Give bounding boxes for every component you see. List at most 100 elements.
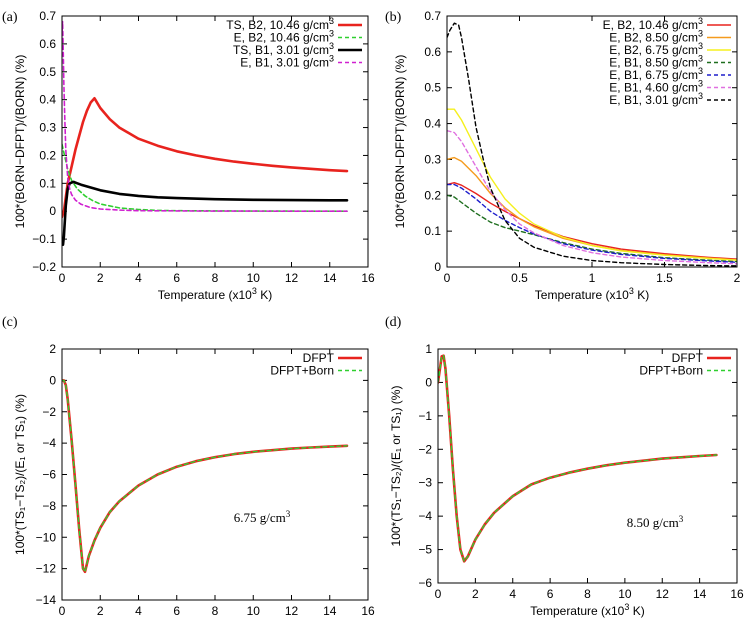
legend-label: E, B1, 6.75 g/cm3 [609, 66, 703, 82]
x-tick-label: 14 [323, 604, 337, 618]
x-tick-label: 14 [693, 587, 707, 601]
plot-frame [61, 348, 369, 601]
y-tick-label: −2 [42, 405, 56, 419]
y-tick-label: −0.2 [32, 260, 56, 274]
density-annotation: 8.50 g/cm3 [627, 514, 684, 530]
legend-label: DFPT+Born [639, 364, 703, 378]
series-line-5 [447, 183, 737, 263]
x-tick-label: 2 [734, 271, 741, 285]
x-tick-label: 12 [285, 604, 299, 618]
series-line-4 [447, 194, 737, 263]
y-tick-label: 0.6 [39, 37, 56, 51]
series-line-3 [62, 180, 349, 246]
panel-c: (c) 0 2 4 6 8 10 12 14 16 −14 −12 −10 −8 −6 −4 −2 0 2 DFPTD… [2, 315, 375, 618]
legend-label: E, B1, 3.01 g/cm3 [609, 91, 703, 107]
legend-label: E, B2, 10.46 g/cm3 [234, 29, 334, 45]
y-tick-label: 0 [425, 375, 432, 389]
series-line-1 [438, 354, 718, 563]
plot-frame [437, 348, 738, 584]
y-tick-label: −1 [418, 409, 432, 423]
x-tick-label: 1.5 [656, 271, 673, 285]
x-tick-label: 2 [97, 604, 104, 618]
y-tick-label: 0.1 [424, 224, 441, 238]
plot-frame [61, 15, 369, 268]
legend-label: E, B2, 8.50 g/cm3 [609, 29, 703, 45]
panel-d: (d) 0 2 4 6 8 10 12 14 16 −6 −5 −4 −3 −2 −1 0 1 DFPTDFPT+B… [385, 315, 744, 618]
series-line-7 [447, 22, 737, 267]
series-line-6 [447, 129, 737, 265]
y-tick-label: 0.5 [39, 65, 56, 79]
y-tick-label: 0.3 [424, 152, 441, 166]
legend-label: DFPT [303, 351, 335, 365]
x-tick-label: 6 [547, 587, 554, 601]
x-tick-label: 16 [361, 604, 375, 618]
x-tick-label: 2 [472, 587, 479, 601]
y-tick-label: 1 [425, 342, 432, 356]
y-tick-label: −12 [36, 562, 57, 576]
panel-label: (a) [2, 10, 18, 25]
y-tick-label: 0.4 [39, 93, 56, 107]
y-tick-label: 0.3 [39, 121, 56, 135]
series-group [62, 20, 349, 246]
y-tick-label: 0.6 [424, 45, 441, 59]
x-tick-label: 8 [212, 271, 219, 285]
legend-label: DFPT+Born [270, 364, 334, 378]
x-tick-label: 0.5 [511, 271, 528, 285]
density-annotation: 6.75 g/cm3 [234, 509, 291, 525]
y-axis-label: 100*(TS₁−TS₂)/(E₁ or TS₁) (%) [13, 394, 27, 555]
legend-label: E, B1, 4.60 g/cm3 [609, 79, 703, 95]
series-line-2 [447, 156, 737, 261]
y-tick-label: 0.2 [424, 188, 441, 202]
y-tick-label: −4 [42, 436, 56, 450]
y-tick-label: −14 [36, 593, 57, 607]
y-tick-label: 2 [49, 342, 56, 356]
legend-label: E, B1, 8.50 g/cm3 [609, 54, 703, 70]
series-group [438, 354, 718, 563]
y-tick-label: −6 [418, 576, 432, 590]
y-tick-label: −8 [42, 499, 56, 513]
x-tick-label: 0 [444, 271, 451, 285]
y-tick-label: 0.7 [39, 9, 56, 23]
x-tick-label: 10 [247, 271, 261, 285]
y-tick-label: 0.1 [39, 176, 56, 190]
x-tick-label: 0 [59, 604, 66, 618]
x-tick-label: 4 [509, 587, 516, 601]
x-tick-label: 12 [285, 271, 299, 285]
panel-label: (b) [385, 10, 402, 25]
x-tick-label: 16 [730, 587, 744, 601]
x-tick-label: 2 [97, 271, 104, 285]
series-group [447, 22, 737, 267]
legend-label: DFPT [672, 351, 704, 365]
x-tick-label: 14 [323, 271, 337, 285]
y-tick-label: −6 [42, 468, 56, 482]
x-axis-label: Temperature (x103 K) [158, 286, 272, 302]
y-axis-label: 100*(TS₁−TS₂)/(E₁ or TS₁) (%) [389, 386, 403, 547]
y-tick-label: −3 [418, 476, 432, 490]
y-tick-label: −4 [418, 509, 432, 523]
x-tick-label: 1 [589, 271, 596, 285]
x-tick-label: 16 [361, 271, 375, 285]
panel-label: (c) [2, 315, 18, 330]
series-group [62, 379, 349, 574]
y-tick-label: −2 [418, 442, 432, 456]
series-line-1 [62, 379, 349, 574]
y-tick-label: −5 [418, 543, 432, 557]
x-tick-label: 6 [173, 271, 180, 285]
x-tick-label: 10 [618, 587, 632, 601]
y-tick-label: 0 [434, 260, 441, 274]
legend-label: TS, B1, 3.01 g/cm3 [233, 41, 334, 57]
legend-label: E, B2, 10.46 g/cm3 [603, 16, 703, 32]
x-tick-label: 6 [173, 604, 180, 618]
panel-b: (b) 0 0.5 1 1.5 2 0 0.1 0.2 0.3 0.4 0.5 0.6 0.7 E, B2,… [385, 9, 741, 302]
series-line-2 [62, 379, 348, 573]
x-axis-label: Temperature (x103 K) [530, 602, 644, 618]
y-axis-label: 100*(BORN−DFPT)/(BORN) (%) [13, 55, 27, 229]
y-tick-label: 0.7 [424, 9, 441, 23]
x-tick-label: 8 [584, 587, 591, 601]
legend-label: E, B2, 6.75 g/cm3 [609, 41, 703, 57]
